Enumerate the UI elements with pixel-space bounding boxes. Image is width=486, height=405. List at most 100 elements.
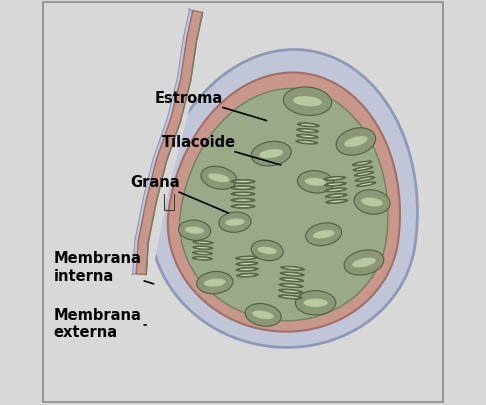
- Ellipse shape: [196, 253, 209, 254]
- Ellipse shape: [252, 311, 274, 320]
- Ellipse shape: [236, 268, 258, 272]
- Ellipse shape: [235, 181, 251, 183]
- Ellipse shape: [356, 162, 368, 165]
- Ellipse shape: [356, 182, 376, 187]
- Ellipse shape: [297, 124, 319, 128]
- Ellipse shape: [324, 183, 347, 187]
- Ellipse shape: [353, 167, 373, 172]
- Ellipse shape: [192, 252, 212, 255]
- Ellipse shape: [297, 171, 334, 194]
- Ellipse shape: [231, 180, 255, 184]
- Polygon shape: [132, 11, 193, 274]
- Ellipse shape: [284, 273, 300, 275]
- Ellipse shape: [201, 167, 237, 190]
- Text: Membrana
interna: Membrana interna: [53, 251, 154, 284]
- Ellipse shape: [329, 190, 343, 191]
- Ellipse shape: [204, 279, 226, 287]
- Ellipse shape: [235, 188, 251, 189]
- Ellipse shape: [185, 227, 204, 234]
- Ellipse shape: [344, 137, 367, 147]
- Ellipse shape: [354, 172, 374, 177]
- Ellipse shape: [240, 275, 255, 276]
- Ellipse shape: [280, 266, 305, 271]
- Ellipse shape: [197, 272, 233, 294]
- Polygon shape: [41, 11, 189, 274]
- Ellipse shape: [293, 97, 322, 107]
- Ellipse shape: [178, 221, 211, 241]
- Ellipse shape: [196, 242, 209, 243]
- Ellipse shape: [283, 291, 298, 292]
- Ellipse shape: [231, 186, 255, 190]
- Ellipse shape: [295, 291, 336, 315]
- Ellipse shape: [352, 258, 376, 268]
- Polygon shape: [151, 50, 417, 347]
- Ellipse shape: [193, 241, 213, 245]
- Ellipse shape: [300, 136, 314, 138]
- Ellipse shape: [297, 129, 319, 133]
- Ellipse shape: [236, 256, 258, 260]
- Ellipse shape: [278, 290, 303, 294]
- Ellipse shape: [354, 190, 390, 215]
- Ellipse shape: [231, 199, 255, 202]
- Ellipse shape: [296, 135, 318, 139]
- Ellipse shape: [279, 278, 304, 282]
- Ellipse shape: [235, 194, 251, 195]
- Ellipse shape: [326, 200, 348, 204]
- Ellipse shape: [324, 177, 346, 181]
- Text: Estroma: Estroma: [154, 90, 266, 121]
- Ellipse shape: [359, 183, 372, 186]
- Ellipse shape: [251, 241, 283, 261]
- Ellipse shape: [295, 141, 318, 145]
- Ellipse shape: [192, 257, 212, 260]
- Ellipse shape: [279, 284, 303, 288]
- Ellipse shape: [240, 258, 254, 259]
- Ellipse shape: [280, 272, 304, 277]
- Ellipse shape: [283, 285, 299, 287]
- Ellipse shape: [283, 88, 331, 116]
- Ellipse shape: [285, 268, 300, 270]
- Ellipse shape: [278, 295, 302, 299]
- Ellipse shape: [330, 201, 344, 203]
- Ellipse shape: [313, 230, 334, 239]
- Ellipse shape: [196, 258, 209, 260]
- Ellipse shape: [355, 177, 375, 182]
- Ellipse shape: [236, 262, 258, 266]
- Ellipse shape: [359, 178, 371, 181]
- Ellipse shape: [240, 263, 254, 265]
- Text: Grana: Grana: [130, 175, 228, 213]
- Ellipse shape: [284, 279, 299, 281]
- Ellipse shape: [358, 173, 370, 176]
- Polygon shape: [180, 89, 388, 321]
- Ellipse shape: [306, 223, 342, 246]
- Ellipse shape: [336, 128, 376, 156]
- Ellipse shape: [305, 179, 327, 186]
- Text: Tilacoide: Tilacoide: [162, 135, 280, 166]
- Ellipse shape: [325, 194, 347, 198]
- Ellipse shape: [235, 206, 251, 207]
- Ellipse shape: [300, 130, 315, 132]
- Ellipse shape: [196, 247, 209, 249]
- Ellipse shape: [235, 200, 251, 201]
- Polygon shape: [41, 1, 203, 283]
- Polygon shape: [168, 73, 400, 332]
- Text: Membrana
externa: Membrana externa: [53, 307, 146, 339]
- Ellipse shape: [361, 198, 383, 207]
- Ellipse shape: [208, 174, 229, 183]
- Ellipse shape: [231, 192, 255, 196]
- Ellipse shape: [328, 178, 342, 180]
- Ellipse shape: [328, 184, 343, 185]
- Ellipse shape: [303, 299, 328, 307]
- Ellipse shape: [245, 304, 281, 326]
- Ellipse shape: [251, 142, 291, 166]
- Ellipse shape: [236, 273, 259, 277]
- Polygon shape: [136, 11, 203, 275]
- Ellipse shape: [282, 296, 298, 298]
- Ellipse shape: [329, 195, 344, 197]
- Ellipse shape: [231, 205, 255, 209]
- Ellipse shape: [325, 188, 347, 192]
- Ellipse shape: [226, 219, 244, 226]
- Ellipse shape: [352, 162, 372, 166]
- Ellipse shape: [301, 125, 315, 126]
- Ellipse shape: [258, 247, 277, 254]
- Ellipse shape: [240, 269, 254, 271]
